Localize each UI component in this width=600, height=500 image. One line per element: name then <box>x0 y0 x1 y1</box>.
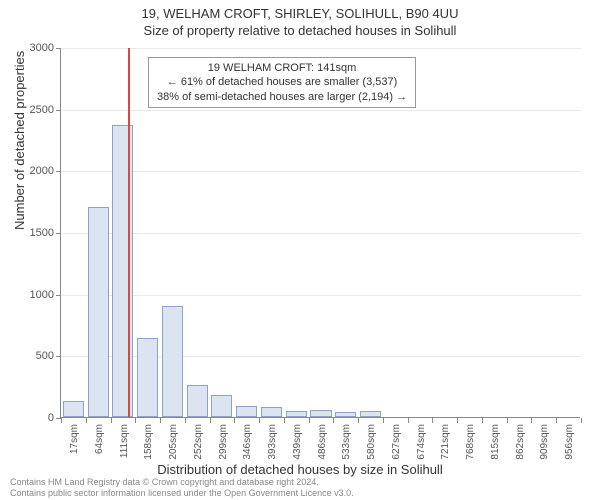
x-tick-mark <box>432 418 433 423</box>
y-tick-mark <box>56 48 61 49</box>
histogram-bar <box>236 406 257 417</box>
x-tick-mark <box>61 418 62 423</box>
histogram-bar <box>63 401 84 417</box>
x-tick-mark <box>507 418 508 423</box>
x-tick-mark <box>358 418 359 423</box>
y-tick-mark <box>56 171 61 172</box>
x-tick-mark <box>531 418 532 423</box>
annotation-line1: 19 WELHAM CROFT: 141sqm <box>157 61 407 75</box>
property-marker-line <box>128 48 130 417</box>
y-tick-label: 3000 <box>14 42 54 54</box>
x-tick-mark <box>111 418 112 423</box>
x-tick-mark <box>234 418 235 423</box>
y-tick-mark <box>56 295 61 296</box>
footer-line2: Contains public sector information licen… <box>10 488 354 498</box>
x-tick-mark <box>160 418 161 423</box>
x-tick-mark <box>86 418 87 423</box>
histogram-bar <box>310 410 331 417</box>
annotation-line3: 38% of semi-detached houses are larger (… <box>157 90 407 104</box>
histogram-bar <box>88 207 109 417</box>
y-tick-label: 2000 <box>14 165 54 177</box>
x-tick-mark <box>581 418 582 423</box>
y-tick-mark <box>56 233 61 234</box>
grid-line <box>61 110 581 111</box>
histogram-bar <box>261 407 282 417</box>
grid-line <box>61 295 581 296</box>
y-tick-mark <box>56 110 61 111</box>
y-tick-mark <box>56 356 61 357</box>
histogram-bar <box>187 385 208 417</box>
grid-line <box>61 233 581 234</box>
footer-attribution: Contains HM Land Registry data © Crown c… <box>10 477 354 498</box>
x-tick-mark <box>457 418 458 423</box>
x-axis-title: Distribution of detached houses by size … <box>0 462 600 477</box>
annotation-line2: ← 61% of detached houses are smaller (3,… <box>157 75 407 89</box>
x-tick-mark <box>135 418 136 423</box>
page-subtitle: Size of property relative to detached ho… <box>0 21 600 38</box>
page-title: 19, WELHAM CROFT, SHIRLEY, SOLIHULL, B90… <box>0 0 600 21</box>
annotation-box: 19 WELHAM CROFT: 141sqm ← 61% of detache… <box>148 57 416 108</box>
x-tick-mark <box>556 418 557 423</box>
x-tick-mark <box>284 418 285 423</box>
histogram-bar <box>112 125 133 417</box>
x-tick-mark <box>482 418 483 423</box>
x-tick-mark <box>408 418 409 423</box>
x-tick-mark <box>333 418 334 423</box>
y-tick-label: 500 <box>14 350 54 362</box>
x-tick-mark <box>383 418 384 423</box>
footer-line1: Contains HM Land Registry data © Crown c… <box>10 477 354 487</box>
y-tick-label: 2500 <box>14 104 54 116</box>
histogram-chart: 05001000150020002500300017sqm64sqm111sqm… <box>60 48 580 418</box>
y-tick-label: 1000 <box>14 289 54 301</box>
histogram-bar <box>360 411 381 417</box>
y-tick-label: 0 <box>14 412 54 424</box>
grid-line <box>61 48 581 49</box>
x-tick-mark <box>210 418 211 423</box>
histogram-bar <box>162 306 183 417</box>
y-axis-title: Number of detached properties <box>12 51 27 230</box>
y-tick-label: 1500 <box>14 227 54 239</box>
histogram-bar <box>335 412 356 417</box>
grid-line <box>61 171 581 172</box>
histogram-bar <box>137 338 158 417</box>
x-tick-mark <box>185 418 186 423</box>
x-tick-mark <box>309 418 310 423</box>
x-tick-mark <box>259 418 260 423</box>
histogram-bar <box>286 411 307 417</box>
histogram-bar <box>211 395 232 417</box>
